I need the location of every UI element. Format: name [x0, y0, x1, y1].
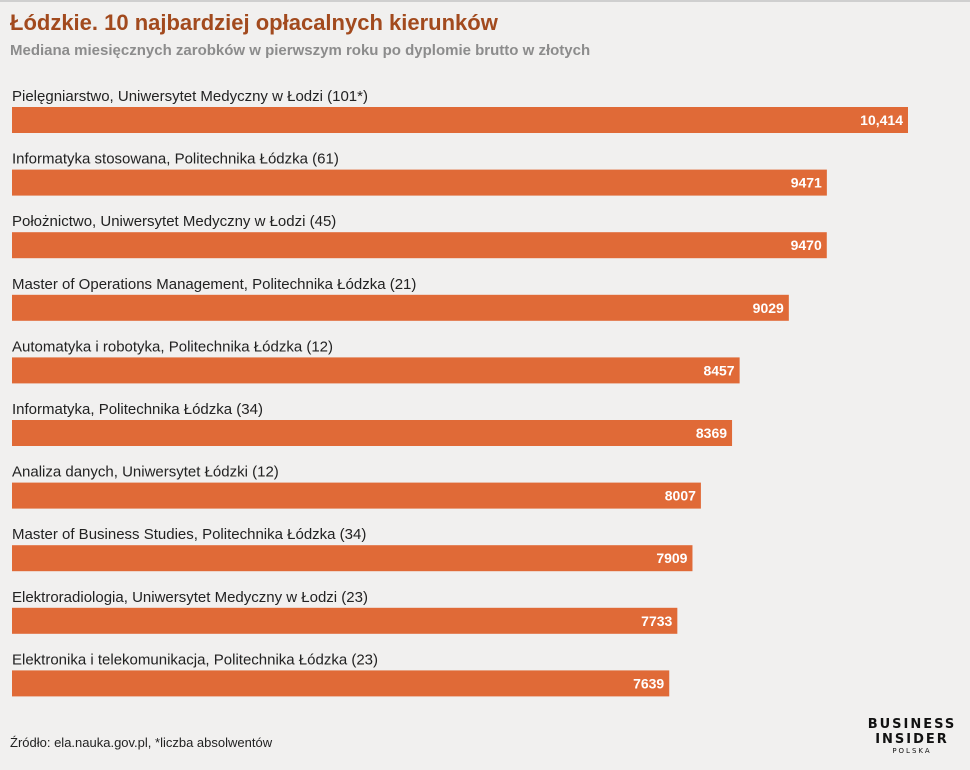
- category-label: Elektroradiologia, Uniwersytet Medyczny …: [12, 589, 368, 606]
- category-label: Analiza danych, Uniwersytet Łódzki (12): [12, 464, 279, 481]
- bar: [12, 169, 827, 196]
- bar: [12, 482, 701, 509]
- category-label: Elektronika i telekomunikacja, Politechn…: [12, 651, 378, 668]
- value-label: 9029: [753, 300, 784, 316]
- value-label: 9471: [791, 175, 822, 191]
- logo-line-1: BUSINESS: [867, 717, 957, 732]
- value-label: 8007: [665, 488, 696, 504]
- category-label: Informatyka stosowana, Politechnika Łódz…: [12, 151, 339, 168]
- source-note: Źródło: ela.nauka.gov.pl, *liczba absolw…: [10, 735, 273, 750]
- logo-line-2: INSIDER: [875, 732, 949, 747]
- bar: [12, 294, 789, 321]
- value-label: 7639: [633, 675, 664, 691]
- bar: [12, 357, 740, 384]
- value-label: 10,414: [860, 112, 903, 128]
- bar: [12, 670, 670, 697]
- category-label: Położnictwo, Uniwersytet Medyczny w Łodz…: [12, 213, 336, 230]
- value-label: 7733: [641, 613, 672, 629]
- chart-subtitle: Mediana miesięcznych zarobków w pierwszy…: [10, 42, 591, 59]
- logo-line-3: POLSKA: [892, 747, 932, 755]
- value-label: 9470: [791, 237, 822, 253]
- category-label: Master of Operations Management, Politec…: [12, 276, 416, 293]
- value-label: 7909: [656, 550, 687, 566]
- category-label: Informatyka, Politechnika Łódzka (34): [12, 401, 263, 418]
- category-label: Master of Business Studies, Politechnika…: [12, 526, 366, 543]
- bar: [12, 545, 693, 572]
- bar: [12, 420, 733, 446]
- value-label: 8457: [703, 362, 734, 378]
- bar: [12, 232, 827, 259]
- category-label: Automatyka i robotyka, Politechnika Łódz…: [12, 338, 333, 355]
- business-insider-logo: BUSINESS INSIDER POLSKA: [862, 718, 962, 755]
- top-rule: [0, 0, 970, 2]
- bar: [12, 107, 908, 133]
- category-label: Pielęgniarstwo, Uniwersytet Medyczny w Ł…: [12, 88, 368, 105]
- chart-title: Łódzkie. 10 najbardziej opłacalnych kier…: [10, 10, 498, 35]
- bar: [12, 607, 678, 634]
- value-label: 8369: [696, 425, 727, 441]
